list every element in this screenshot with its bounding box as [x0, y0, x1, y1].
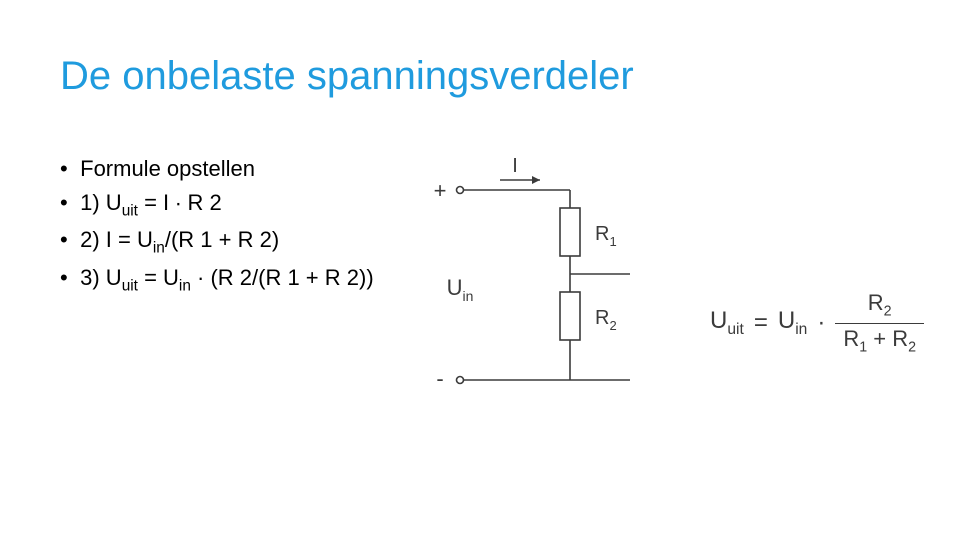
- circuit-diagram: I R1 R2 + - Uin: [400, 150, 700, 410]
- bullet-text: 3) Uuit = Uin · (R 2/(R 1 + R 2)): [80, 265, 374, 290]
- current-label: I: [512, 155, 518, 177]
- resistor-r2: [560, 292, 580, 340]
- r2-label: R2: [595, 307, 617, 333]
- fraction-bar: [835, 323, 924, 324]
- formula-uin: Uin: [778, 307, 807, 339]
- minus-sign: -: [436, 366, 443, 391]
- bullet-text: 2) I = Uin/(R 1 + R 2): [80, 227, 279, 252]
- output-formula: Uuit = Uin · R2 R1 + R2: [710, 290, 924, 356]
- uin-label: Uin: [447, 275, 474, 304]
- node-top: [457, 187, 464, 194]
- node-bottom: [457, 377, 464, 384]
- dot-operator: ·: [817, 309, 825, 337]
- current-arrow-head: [532, 176, 540, 184]
- equals-sign: =: [754, 309, 768, 337]
- fraction-denominator: R1 + R2: [835, 326, 924, 357]
- bullet-item: • 3) Uuit = Uin · (R 2/(R 1 + R 2)): [60, 261, 374, 298]
- bullet-item: • Formule opstellen: [60, 152, 374, 186]
- r1-label: R1: [595, 223, 617, 249]
- bullet-dot: •: [60, 152, 74, 186]
- bullet-list: • Formule opstellen • 1) Uuit = I ∙ R 2 …: [60, 152, 374, 298]
- slide: De onbelaste spanningsverdeler • Formule…: [0, 0, 960, 540]
- page-title: De onbelaste spanningsverdeler: [60, 54, 634, 99]
- fraction: R2 R1 + R2: [835, 290, 924, 356]
- formula-lhs: Uuit: [710, 307, 744, 339]
- bullet-text: 1) Uuit = I ∙ R 2: [80, 190, 222, 215]
- bullet-text: Formule opstellen: [80, 156, 255, 181]
- fraction-numerator: R2: [860, 290, 900, 321]
- bullet-dot: •: [60, 186, 74, 220]
- bullet-dot: •: [60, 261, 74, 295]
- bullet-item: • 1) Uuit = I ∙ R 2: [60, 186, 374, 223]
- bullet-item: • 2) I = Uin/(R 1 + R 2): [60, 223, 374, 260]
- plus-sign: +: [434, 178, 447, 203]
- resistor-r1: [560, 208, 580, 256]
- bullet-dot: •: [60, 223, 74, 257]
